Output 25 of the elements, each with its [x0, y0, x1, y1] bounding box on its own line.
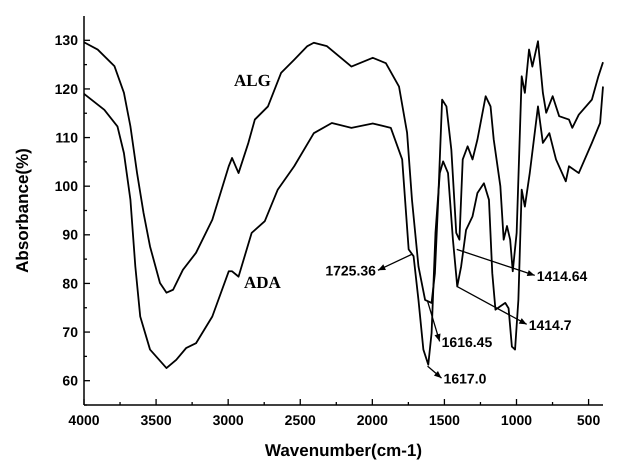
series-label: ADA [244, 273, 282, 292]
x-tick-label: 2000 [356, 412, 388, 428]
annotation: 1617.0 [444, 370, 487, 386]
x-tick-label: 1500 [428, 412, 460, 428]
x-tick-label: 500 [576, 412, 600, 428]
x-axis-title: Wavenumber(cm-1) [264, 441, 422, 460]
y-tick-label: 100 [54, 178, 78, 194]
y-axis-title: Absorbance(%) [13, 148, 32, 273]
annotation: 1414.7 [528, 316, 572, 333]
y-tick-label: 70 [62, 324, 78, 340]
x-tick-label: 4000 [68, 412, 100, 428]
y-tick-label: 60 [62, 372, 78, 389]
y-tick-label: 110 [55, 129, 78, 146]
y-tick-label: 120 [54, 80, 78, 97]
x-tick-label: 2500 [284, 412, 316, 428]
series-label: ALG [234, 71, 271, 90]
annotation: 1616.45 [442, 334, 492, 350]
x-tick-label: 3000 [212, 412, 244, 428]
y-tick-label: 90 [62, 226, 78, 243]
annotation: 1725.36 [325, 262, 376, 279]
x-tick-label: 1000 [500, 412, 532, 428]
y-tick-label: 80 [62, 275, 78, 292]
y-tick-label: 130 [54, 32, 78, 48]
x-tick-label: 3500 [140, 412, 172, 428]
annotation: 1414.64 [536, 268, 588, 284]
